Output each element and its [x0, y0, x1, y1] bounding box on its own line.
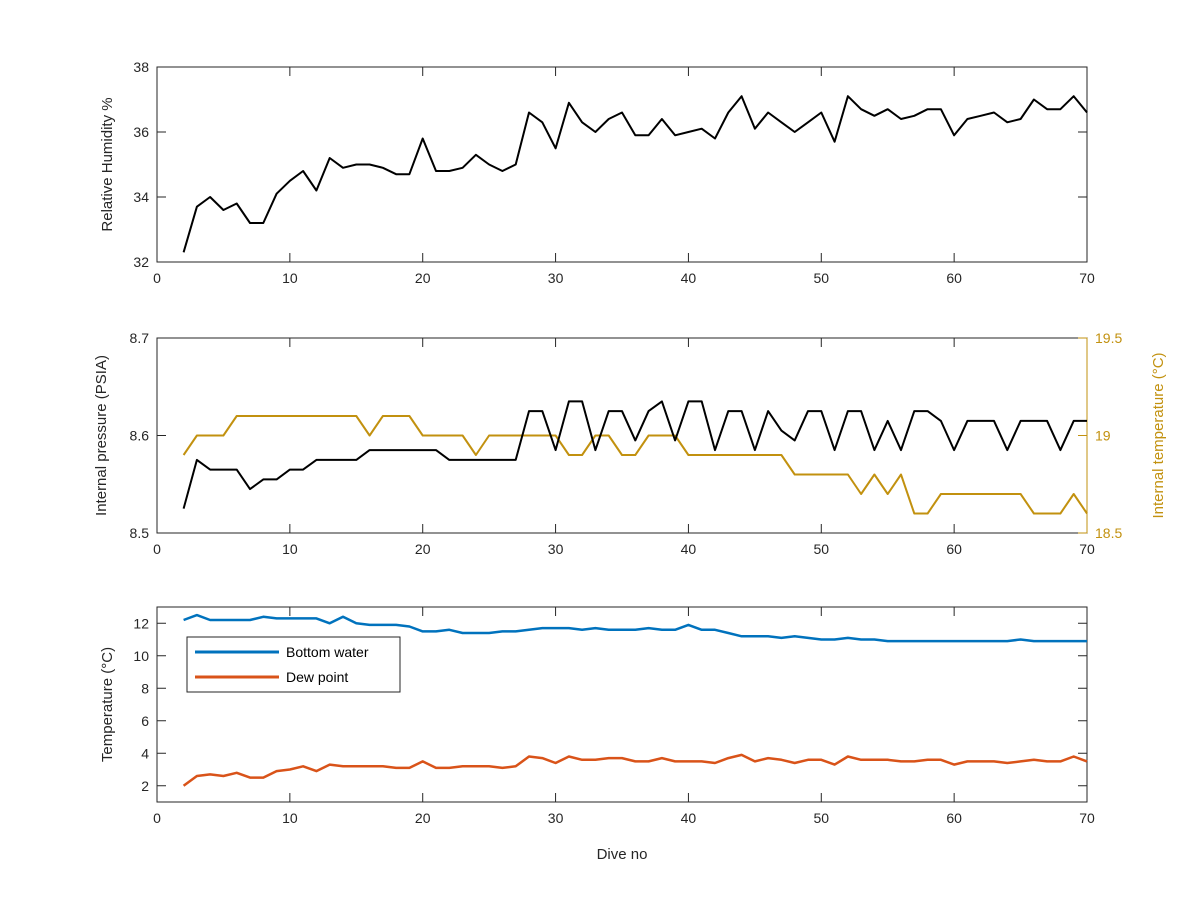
x-tick-label: 30 — [548, 810, 564, 826]
legend-label-bottom-water: Bottom water — [286, 644, 369, 660]
internal-pressure-line — [182, 400, 1087, 509]
internal-temperature-y-tick-label: 19 — [1095, 428, 1111, 444]
humidity-panel: Relative Humidity % 0 10 20 30 40 50 60 70 32 34 3… — [99, 59, 1095, 286]
x-tick-label: 0 — [153, 810, 161, 826]
humidity-y-tick-label: 34 — [133, 189, 149, 205]
x-tick-label: 40 — [681, 270, 697, 286]
x-tick-label: 40 — [681, 541, 697, 557]
temperature-panel: Temperature (°C) Dive no 0 10 20 30 40 50 60 70… — [99, 606, 1095, 863]
x-tick-label: 50 — [813, 810, 829, 826]
temperature-y-tick-label: 10 — [133, 648, 149, 664]
temperature-y-tick-label: 2 — [141, 778, 149, 794]
legend-label-dew-point: Dew point — [286, 669, 348, 685]
internal-temperature-y-tick-label: 19.5 — [1095, 330, 1122, 346]
dew-point-line — [182, 753, 1088, 787]
x-tick-label: 70 — [1079, 810, 1095, 826]
x-tick-label: 10 — [282, 810, 298, 826]
humidity-y-tick-label: 38 — [133, 59, 149, 75]
humidity-y-axis-label: Relative Humidity % — [99, 97, 116, 231]
x-tick-label: 60 — [946, 270, 962, 286]
humidity-line — [182, 95, 1088, 253]
bottom-water-line — [183, 613, 1087, 643]
internal-temperature-line — [182, 415, 1088, 515]
x-tick-label: 50 — [813, 270, 829, 286]
x-tick-label: 0 — [153, 541, 161, 557]
pressure-y-axis-label: Internal pressure (PSIA) — [93, 355, 110, 516]
temperature-y-axis-label: Temperature (°C) — [99, 647, 116, 762]
pressure-y-tick-label: 8.6 — [130, 428, 150, 444]
x-tick-label: 30 — [548, 270, 564, 286]
x-tick-label: 40 — [681, 810, 697, 826]
x-tick-label: 20 — [415, 270, 431, 286]
x-tick-label: 70 — [1079, 541, 1095, 557]
x-tick-label: 0 — [153, 270, 161, 286]
x-axis-label: Dive no — [597, 846, 648, 863]
x-tick-label: 10 — [282, 270, 298, 286]
x-tick-label: 50 — [813, 541, 829, 557]
x-tick-label: 10 — [282, 541, 298, 557]
x-tick-label: 60 — [946, 541, 962, 557]
temperature-y-tick-label: 12 — [133, 615, 149, 631]
internal-temperature-y-axis-label: Internal temperature (°C) — [1150, 352, 1167, 518]
x-tick-label: 20 — [415, 541, 431, 557]
humidity-y-tick-label: 32 — [133, 254, 149, 270]
x-tick-label: 60 — [946, 810, 962, 826]
humidity-y-tick-label: 36 — [133, 124, 149, 140]
temperature-y-tick-label: 8 — [141, 680, 149, 696]
internal-temperature-y-tick-label: 18.5 — [1095, 525, 1122, 541]
x-tick-label: 70 — [1079, 270, 1095, 286]
pressure-y-tick-label: 8.5 — [130, 525, 150, 541]
temperature-y-tick-label: 4 — [141, 745, 149, 761]
temperature-y-tick-label: 6 — [141, 713, 149, 729]
x-tick-label: 20 — [415, 810, 431, 826]
legend: Bottom water Dew point — [186, 636, 401, 693]
x-tick-label: 30 — [548, 541, 564, 557]
pressure-y-tick-label: 8.7 — [130, 330, 150, 346]
pressure-temperature-panel: Internal pressure (PSIA) Internal temper… — [93, 330, 1167, 557]
